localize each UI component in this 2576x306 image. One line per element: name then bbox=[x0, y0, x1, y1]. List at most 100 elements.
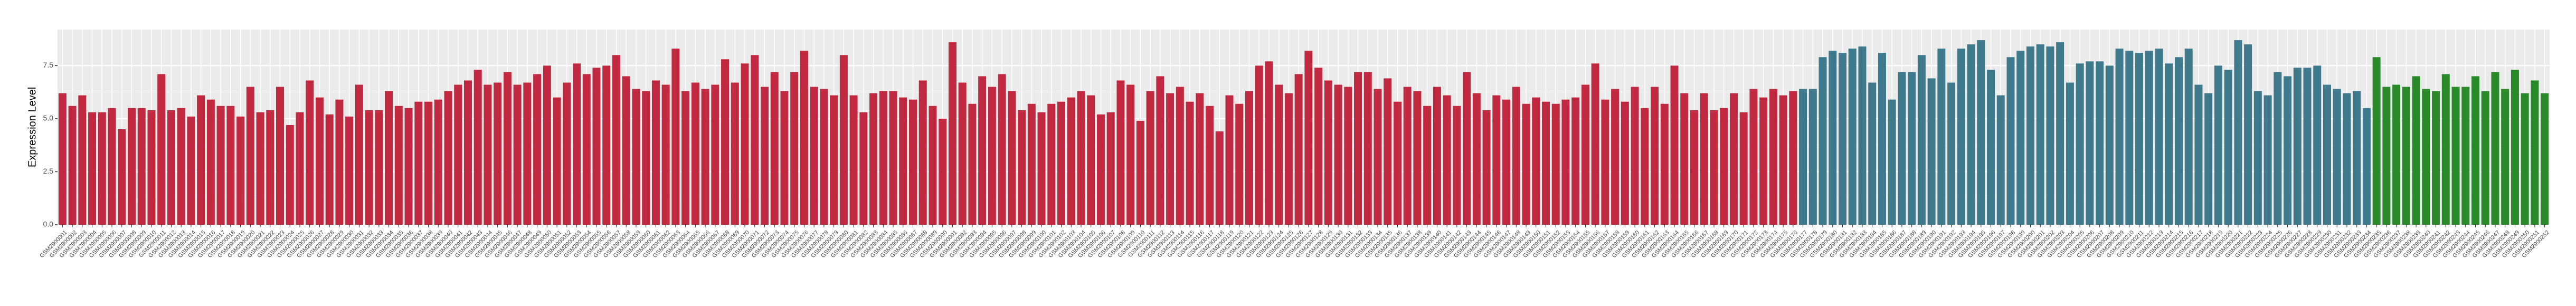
bar bbox=[2382, 87, 2391, 225]
bar bbox=[573, 63, 581, 225]
bar bbox=[849, 95, 858, 225]
bar bbox=[2253, 91, 2262, 225]
bar bbox=[1443, 95, 1451, 225]
bar bbox=[2501, 89, 2509, 225]
bar bbox=[286, 125, 294, 225]
bar bbox=[108, 108, 116, 225]
bar bbox=[1512, 87, 1520, 225]
bar bbox=[1018, 110, 1026, 225]
bar bbox=[2115, 49, 2124, 225]
bar bbox=[2313, 65, 2322, 225]
bar bbox=[246, 87, 254, 225]
bar bbox=[1235, 103, 1244, 225]
bar bbox=[968, 103, 977, 225]
bar bbox=[2244, 44, 2252, 225]
bar bbox=[1621, 101, 1629, 225]
bar bbox=[830, 95, 838, 225]
bar bbox=[1541, 101, 1550, 225]
bar bbox=[2432, 91, 2440, 225]
bar bbox=[2441, 74, 2450, 225]
bar bbox=[2135, 53, 2144, 225]
bar bbox=[2105, 65, 2114, 225]
bar bbox=[1255, 65, 1263, 225]
bar bbox=[711, 84, 719, 225]
bar bbox=[513, 84, 522, 225]
bar bbox=[1077, 91, 1085, 225]
bar bbox=[1126, 84, 1135, 225]
bar bbox=[58, 93, 67, 225]
bar bbox=[899, 97, 907, 225]
bar bbox=[2362, 108, 2371, 225]
bar bbox=[1829, 51, 1837, 225]
bar bbox=[2392, 84, 2401, 225]
bar bbox=[671, 49, 680, 225]
bar bbox=[1729, 93, 1738, 225]
bar bbox=[2491, 72, 2499, 225]
bar bbox=[2531, 80, 2539, 225]
bar bbox=[1393, 101, 1401, 225]
bar bbox=[1472, 93, 1481, 225]
bar bbox=[1888, 99, 1896, 225]
bar bbox=[1839, 53, 1847, 225]
bar bbox=[1324, 80, 1332, 225]
bar bbox=[1156, 76, 1164, 225]
bar bbox=[2006, 57, 2015, 225]
bar bbox=[88, 112, 97, 225]
y-axis-label: Expression Level bbox=[26, 87, 38, 167]
bar bbox=[157, 74, 166, 225]
bar bbox=[494, 82, 502, 225]
bar bbox=[1106, 112, 1115, 225]
bar bbox=[1571, 97, 1580, 225]
bar bbox=[1344, 87, 1352, 225]
bar bbox=[1641, 108, 1649, 225]
bar bbox=[721, 59, 730, 225]
bar bbox=[128, 108, 136, 225]
bar bbox=[1116, 80, 1125, 225]
bar bbox=[622, 76, 630, 225]
bar bbox=[1651, 87, 1659, 225]
bar bbox=[1581, 84, 1589, 225]
bar bbox=[2402, 87, 2410, 225]
bar bbox=[1680, 93, 1689, 225]
bar bbox=[177, 108, 185, 225]
bar bbox=[1878, 53, 1886, 225]
bar bbox=[1482, 110, 1491, 225]
bar bbox=[434, 99, 442, 225]
bar bbox=[463, 80, 472, 225]
bar bbox=[68, 106, 77, 225]
bar bbox=[375, 110, 383, 225]
bar bbox=[780, 91, 789, 225]
bar bbox=[889, 91, 897, 225]
bar bbox=[1363, 72, 1372, 225]
bar bbox=[1245, 91, 1253, 225]
bar bbox=[1225, 95, 1234, 225]
bar bbox=[2511, 70, 2519, 225]
bar bbox=[1977, 40, 1985, 225]
bar bbox=[2194, 84, 2203, 225]
bar bbox=[1284, 93, 1293, 225]
bar bbox=[2541, 93, 2549, 225]
bar bbox=[1354, 72, 1362, 225]
bar bbox=[2204, 93, 2213, 225]
bar bbox=[137, 108, 146, 225]
bar bbox=[1690, 110, 1698, 225]
bar bbox=[2343, 93, 2351, 225]
bar bbox=[424, 101, 433, 225]
bar bbox=[1917, 55, 1926, 225]
bar bbox=[958, 82, 967, 225]
bar bbox=[2086, 61, 2094, 225]
bar bbox=[2184, 49, 2193, 225]
bar bbox=[1146, 91, 1154, 225]
bar bbox=[1196, 93, 1204, 225]
bar bbox=[2224, 70, 2232, 225]
bar bbox=[454, 84, 462, 225]
bar bbox=[543, 65, 551, 225]
bar bbox=[444, 91, 452, 225]
bar bbox=[2323, 84, 2331, 225]
bar bbox=[1008, 91, 1016, 225]
bar bbox=[2353, 91, 2361, 225]
bar bbox=[118, 129, 126, 225]
bar bbox=[1215, 131, 1224, 225]
bar bbox=[741, 63, 749, 225]
